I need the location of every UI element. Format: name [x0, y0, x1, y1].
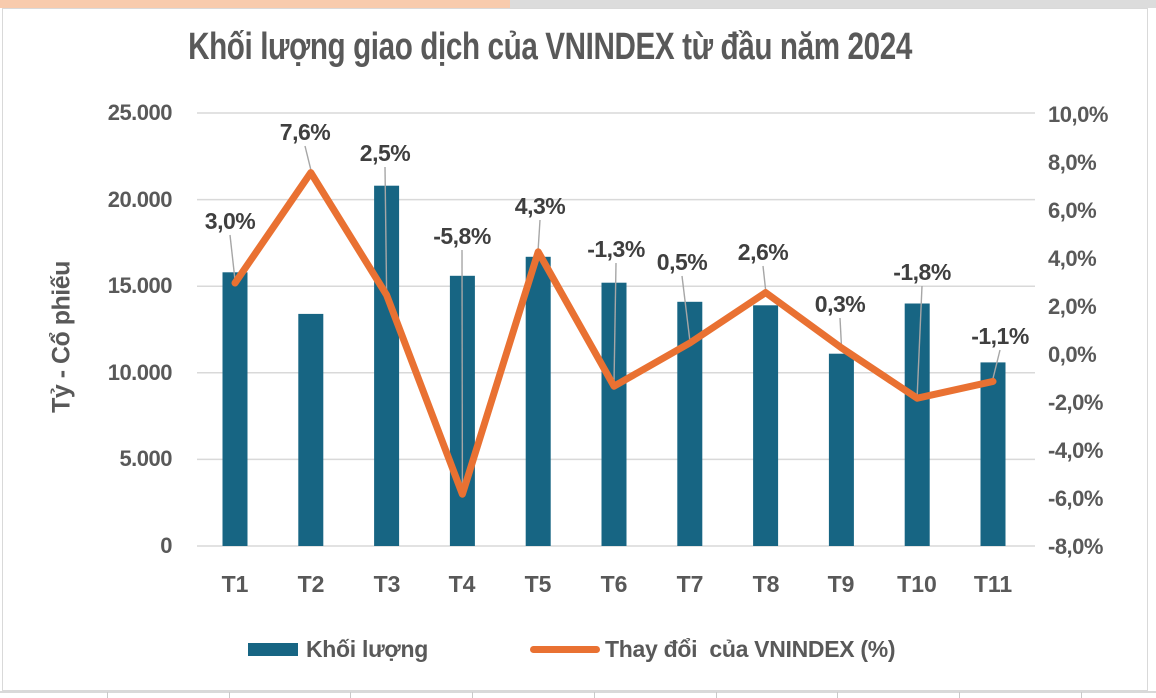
label-leader-line: [613, 262, 617, 384]
left-axis-tick: 0: [160, 533, 172, 558]
right-axis-tick: -2,0%: [1048, 390, 1103, 415]
bar-T5: [525, 256, 551, 546]
category-label-T5: T5: [524, 571, 552, 597]
sheet-column-border: [716, 692, 717, 698]
category-label-T4: T4: [448, 571, 476, 597]
label-leader-line: [304, 145, 312, 170]
category-label-T2: T2: [297, 571, 325, 597]
bar-T6: [601, 282, 627, 546]
legend-item-change: Thay đổi của VNINDEX (%): [530, 636, 896, 663]
data-label: 3,0%: [204, 208, 256, 234]
sheet-column-border: [472, 692, 473, 698]
sheet-cell-fill-peach: [0, 0, 510, 8]
sheet-column-border: [229, 692, 230, 698]
chart-object-frame: [2, 8, 1148, 691]
label-leader-line: [839, 317, 843, 345]
data-label: -5,8%: [433, 223, 491, 249]
chart-title: Khối lượng giao dịch của VNINDEX từ đầu …: [188, 26, 912, 68]
right-axis-tick: 6,0%: [1048, 198, 1097, 223]
label-leader-line: [681, 275, 691, 341]
sheet-column-border: [594, 692, 595, 698]
left-axis-tick: 20.000: [107, 187, 173, 212]
right-axis-tick: -6,0%: [1048, 486, 1103, 511]
line-series: [231, 169, 997, 498]
label-leader-line: [916, 285, 923, 396]
legend-item-volume: Khối lượng: [248, 636, 428, 663]
data-label: -1,1%: [971, 323, 1029, 349]
left-axis-tick: 10.000: [107, 360, 173, 385]
category-label-T1: T1: [221, 571, 249, 597]
sheet-column-border: [350, 692, 351, 698]
sheet-column-border: [1081, 692, 1082, 698]
label-leader-line: [384, 166, 388, 293]
bar-T11: [980, 362, 1006, 546]
sheet-row-border: [0, 691, 1156, 693]
sheet-column-border: [107, 692, 108, 698]
data-label: 0,3%: [814, 291, 866, 317]
right-axis-tick: 10,0%: [1048, 102, 1108, 127]
sheet-top-row: [510, 0, 1156, 8]
label-leader-line: [537, 219, 541, 249]
category-label-T10: T10: [897, 571, 937, 597]
right-axis-tick: 0,0%: [1048, 342, 1097, 367]
label-leader-line: [992, 349, 1001, 379]
category-label-T6: T6: [600, 571, 628, 597]
right-axis-tick: 4,0%: [1048, 246, 1097, 271]
data-label: 2,5%: [359, 140, 411, 166]
bar-T8: [753, 305, 779, 546]
legend-swatch-bar: [248, 643, 298, 656]
bar-T1: [222, 272, 248, 546]
category-label-T3: T3: [373, 571, 401, 597]
right-axis-tick: 2,0%: [1048, 294, 1097, 319]
sheet-column-border: [959, 692, 960, 698]
bar-T9: [828, 353, 854, 546]
legend-label-volume: Khối lượng: [306, 636, 428, 662]
right-axis-tick: 8,0%: [1048, 150, 1097, 175]
bar-T2: [298, 313, 324, 546]
left-axis-tick: 25.000: [107, 100, 173, 125]
legend-label-change: Thay đổi của VNINDEX (%): [605, 636, 896, 662]
data-label: -1,8%: [893, 259, 951, 285]
data-label: 2,6%: [737, 239, 789, 265]
right-axis-tick: -4,0%: [1048, 438, 1103, 463]
category-label-T11: T11: [973, 571, 1013, 597]
label-leader-line: [762, 265, 767, 290]
legend-swatch-line: [530, 646, 600, 653]
data-label: 4,3%: [514, 193, 566, 219]
left-axis-tick: 5.000: [119, 446, 172, 471]
label-leader-line: [229, 234, 236, 281]
left-axis-tick: 15.000: [107, 273, 173, 298]
category-label-T9: T9: [827, 571, 855, 597]
sheet-column-border: [837, 692, 838, 698]
data-label: 0,5%: [656, 249, 708, 275]
right-axis-tick: -8,0%: [1048, 534, 1103, 559]
data-label: 7,6%: [279, 119, 331, 145]
bar-T10: [904, 303, 930, 546]
category-label-T8: T8: [752, 571, 780, 597]
data-label: -1,3%: [587, 236, 645, 262]
category-label-T7: T7: [676, 571, 704, 597]
